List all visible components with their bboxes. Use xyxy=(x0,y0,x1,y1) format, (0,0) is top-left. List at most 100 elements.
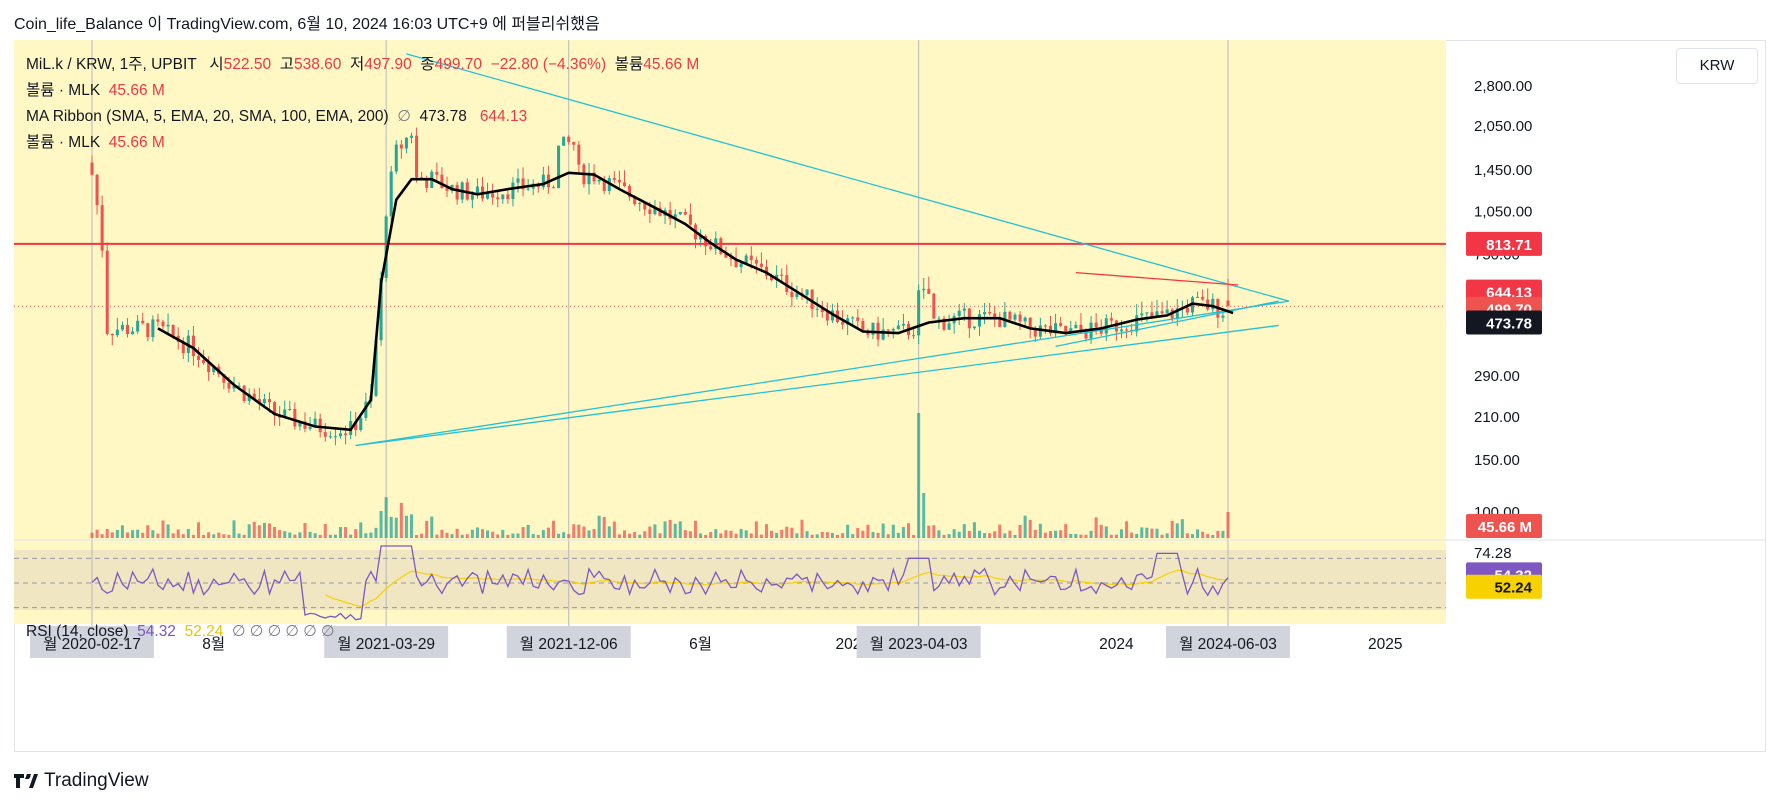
volume-bar xyxy=(861,530,865,538)
candle-body xyxy=(120,324,124,330)
volume-bar xyxy=(856,527,860,538)
volume-bar xyxy=(1145,527,1149,538)
candle-body xyxy=(1196,296,1200,298)
rsi-band-background xyxy=(14,550,1446,610)
candle-body xyxy=(1084,330,1088,339)
volume-bar xyxy=(912,534,916,538)
close-value: 499.70 xyxy=(434,56,483,73)
volume-bar xyxy=(156,533,160,538)
volume-bar xyxy=(1038,523,1042,538)
volume-bar xyxy=(1150,528,1154,538)
candle-body xyxy=(1221,315,1225,318)
candle-body xyxy=(628,185,632,197)
crosshair-date-tag-bg xyxy=(324,626,449,658)
y-tick-label: 150.00 xyxy=(1474,452,1520,469)
volume-bar xyxy=(764,524,769,538)
volume-bar xyxy=(952,529,956,538)
volume-bar xyxy=(830,532,834,538)
candle-body xyxy=(212,366,216,373)
volume-bar xyxy=(851,534,855,538)
volume-bar xyxy=(176,529,180,538)
volume-bar xyxy=(567,534,571,538)
candle-body xyxy=(1028,317,1032,330)
candle-body xyxy=(262,399,266,404)
candle-body xyxy=(389,171,393,217)
volume-bar xyxy=(1170,520,1174,538)
volume-bar xyxy=(1003,533,1007,538)
candle-body xyxy=(415,135,419,178)
y-tick-label: 2,800.00 xyxy=(1474,78,1532,95)
candle-body xyxy=(754,260,758,264)
volume-bar xyxy=(622,530,627,538)
candle-body xyxy=(998,317,1002,327)
volume-indicator-label-2[interactable]: 볼륨 · MLK xyxy=(26,134,101,151)
volume-bar xyxy=(587,530,591,538)
open-label: 시 xyxy=(209,56,224,73)
candle-body xyxy=(100,205,104,251)
candle-body xyxy=(1064,325,1068,334)
volume-bar xyxy=(1114,534,1118,538)
candle-body xyxy=(673,214,677,219)
y-tick-label: 1,050.00 xyxy=(1474,203,1532,220)
candle-body xyxy=(344,433,348,435)
volume-bar xyxy=(409,514,414,538)
volume-bar xyxy=(313,533,317,538)
volume-bar xyxy=(328,534,332,538)
volume-bar xyxy=(338,527,343,538)
price-tag-label: 473.78 xyxy=(1486,315,1532,332)
volume-bar xyxy=(699,533,703,538)
candle-body xyxy=(962,308,966,311)
ma-value-1: 473.78 xyxy=(419,108,467,125)
volume-indicator-label[interactable]: 볼륨 · MLK xyxy=(26,82,101,99)
candle-body xyxy=(318,418,322,433)
volume-bar xyxy=(521,527,525,538)
volume-bar xyxy=(754,521,758,538)
rsi-tag-label: 52.24 xyxy=(1494,580,1532,597)
open-value: 522.50 xyxy=(223,56,272,73)
candle-body xyxy=(841,322,845,325)
volume-bar xyxy=(810,534,814,538)
candle-body xyxy=(273,402,277,416)
volume-bar xyxy=(734,533,738,538)
currency-button[interactable]: KRW xyxy=(1676,48,1758,84)
volume-bar xyxy=(273,527,277,538)
volume-bar xyxy=(257,525,261,538)
candle-body xyxy=(171,324,175,336)
candle-body xyxy=(409,135,414,138)
volume-bar xyxy=(125,532,130,538)
volume-bar xyxy=(1013,534,1017,538)
candle-body xyxy=(475,186,479,196)
volume-bar xyxy=(186,528,190,538)
candle-body xyxy=(977,314,982,327)
candle-body xyxy=(333,436,337,438)
candle-body xyxy=(1079,324,1083,331)
rsi-ma-value: 52.24 xyxy=(184,623,224,640)
symbol-label[interactable]: MiL.k / KRW, 1주, UPBIT xyxy=(26,56,197,73)
rsi-label[interactable]: RSI (14, close) xyxy=(26,623,129,640)
volume-bar xyxy=(942,534,946,538)
candle-body xyxy=(161,321,165,327)
volume-bar xyxy=(983,533,987,538)
candle-body xyxy=(744,255,748,264)
candle-body xyxy=(643,203,647,210)
publisher-name[interactable]: Coin_life_Balance xyxy=(14,16,143,33)
volume-bar xyxy=(171,533,175,538)
chart-canvas[interactable]: 2,800.002,050.001,450.001,050.00750.0029… xyxy=(14,40,1766,752)
volume-bar xyxy=(1135,533,1139,538)
volume-bar xyxy=(1008,530,1012,538)
ma-ribbon-label[interactable]: MA Ribbon (SMA, 5, EMA, 20, SMA, 100, EM… xyxy=(26,108,389,125)
volume-bar xyxy=(166,524,170,538)
tradingview-logo[interactable]: TradingView xyxy=(14,770,149,792)
volume-bar xyxy=(775,532,779,538)
candle-body xyxy=(790,291,794,297)
volume-bar xyxy=(1160,534,1164,538)
volume-bar xyxy=(658,533,662,538)
candle-body xyxy=(759,263,763,267)
volume-bar xyxy=(1074,533,1078,538)
volume-bar xyxy=(247,524,251,538)
candle-body xyxy=(267,399,272,403)
candle-body xyxy=(587,172,591,185)
candle-body xyxy=(227,382,231,389)
volume-bar xyxy=(805,531,809,538)
crosshair-date-label: 월 2024-06-03 xyxy=(1179,635,1277,653)
